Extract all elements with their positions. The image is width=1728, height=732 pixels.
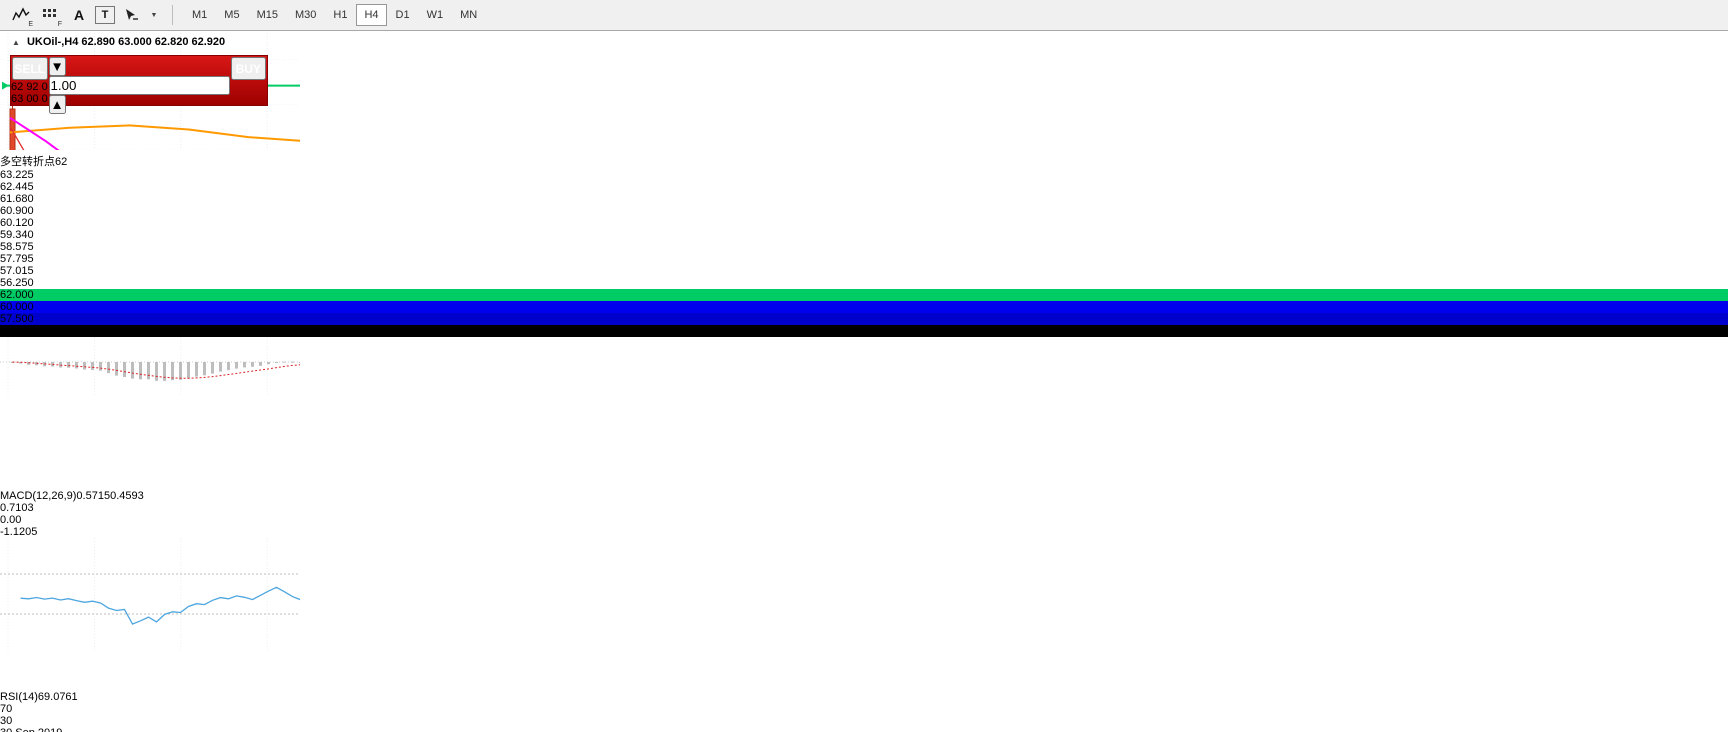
- ohlc-readout: 62.890 63.000 62.820 62.920: [81, 36, 226, 48]
- price-axis-label: 56.250: [0, 277, 34, 289]
- volume-decrease-button[interactable]: ▼: [48, 57, 66, 76]
- one-click-trading-panel: SELL ▼ ▲ BUY 62 92 0 63 00 0: [10, 55, 268, 114]
- volume-control: ▼ ▲: [48, 57, 230, 114]
- buy-button[interactable]: BUY: [230, 57, 266, 80]
- price-axis-label: 57.015: [0, 265, 34, 277]
- current-price-tag: 62.920: [0, 325, 1728, 337]
- time-axis-label: 30 Sep 2019: [0, 727, 1728, 732]
- rsi-axis-label: 30: [0, 715, 13, 727]
- timeframe-m5[interactable]: M5: [216, 4, 247, 26]
- timeframe-w1[interactable]: W1: [419, 4, 452, 26]
- sub-label-f: F: [57, 21, 62, 28]
- macd-axis-label: 0.7103: [0, 502, 34, 514]
- sell-button[interactable]: SELL: [12, 57, 48, 80]
- chart-marker-icon: ▲: [12, 38, 20, 47]
- macd-label: MACD(12,26,9)0.57150.4593: [0, 490, 144, 502]
- timeframe-h4[interactable]: H4: [356, 4, 387, 26]
- macd-axis-label: -1.1205: [0, 526, 38, 538]
- price-axis-label: 57.795: [0, 253, 34, 265]
- symbol-period: UKOil-,H4: [26, 36, 79, 48]
- timeframe-toolbar: M1 M5 M15 M30 H1 H4 D1 W1 MN: [184, 4, 485, 26]
- price-axis-label: 61.680: [0, 193, 34, 205]
- candlestick-glyph: [12, 7, 30, 21]
- price-axis-label: 62.445: [0, 181, 34, 193]
- textbox-tool-icon[interactable]: T: [95, 6, 115, 24]
- time-axis[interactable]: 30 Sep 20192 Oct 04:004 Oct 04:008 Oct 0…: [0, 727, 1728, 732]
- volume-input[interactable]: [48, 76, 230, 95]
- timeframe-m30[interactable]: M30: [287, 4, 324, 26]
- timeframe-h1[interactable]: H1: [325, 4, 355, 26]
- price-axis-label: 60.900: [0, 205, 34, 217]
- macd-canvas[interactable]: [0, 337, 1510, 487]
- text-label-tool-icon[interactable]: A: [73, 7, 85, 23]
- price-axis-label: 63.225: [0, 169, 34, 181]
- grid-icon[interactable]: F: [37, 3, 63, 28]
- price-tag-57.500: 57.500: [0, 313, 1728, 325]
- rsi-axis-label: 70: [0, 703, 13, 715]
- price-axis-label: 58.575: [0, 241, 34, 253]
- chart-title: ▲ UKOil-,H4 62.890 63.000 62.820 62.920: [12, 36, 225, 48]
- toolbar: E F A T ▼ M1 M5 M15 M30 H1 H4 D1: [0, 0, 1728, 31]
- rsi-canvas[interactable]: [0, 538, 1510, 688]
- price-display-row: 62 92 0 63 00 0: [11, 81, 267, 105]
- tool-dropdown-caret[interactable]: ▼: [150, 11, 158, 19]
- timeframe-m15[interactable]: M15: [249, 4, 286, 26]
- sub-label-e: E: [28, 21, 33, 28]
- volume-increase-button[interactable]: ▲: [48, 95, 66, 114]
- cursor-tool-icon[interactable]: [118, 3, 144, 27]
- sell-price-display[interactable]: 62 92 0: [11, 81, 48, 93]
- cursor-glyph: [126, 9, 138, 20]
- price-axis[interactable]: 63.225 62.445 61.680 60.900 60.120 59.340 58.5…: [0, 169, 1728, 337]
- chart-bars-icon[interactable]: E: [8, 3, 34, 28]
- rsi-axis[interactable]: 70 30: [0, 703, 1728, 727]
- toolbar-separator: [172, 5, 173, 25]
- macd-axis-label: 0.00: [0, 514, 22, 526]
- rsi-label: RSI(14)69.0761: [0, 691, 78, 703]
- timeframe-mn[interactable]: MN: [452, 4, 485, 26]
- price-tag-60.000: 60.000: [0, 301, 1728, 313]
- macd-axis[interactable]: 0.7103 0.00 -1.1205: [0, 502, 1728, 538]
- timeframe-m1[interactable]: M1: [184, 4, 215, 26]
- timeframe-d1[interactable]: D1: [388, 4, 418, 26]
- price-axis-label: 59.340: [0, 229, 34, 241]
- price-tag-62.000: 62.000: [0, 289, 1728, 301]
- chart-text-annotation: 多空转折点62: [0, 156, 68, 168]
- grid-glyph: [43, 9, 56, 17]
- price-axis-label: 60.120: [0, 217, 34, 229]
- buy-price-display[interactable]: 63 00 0: [11, 93, 48, 105]
